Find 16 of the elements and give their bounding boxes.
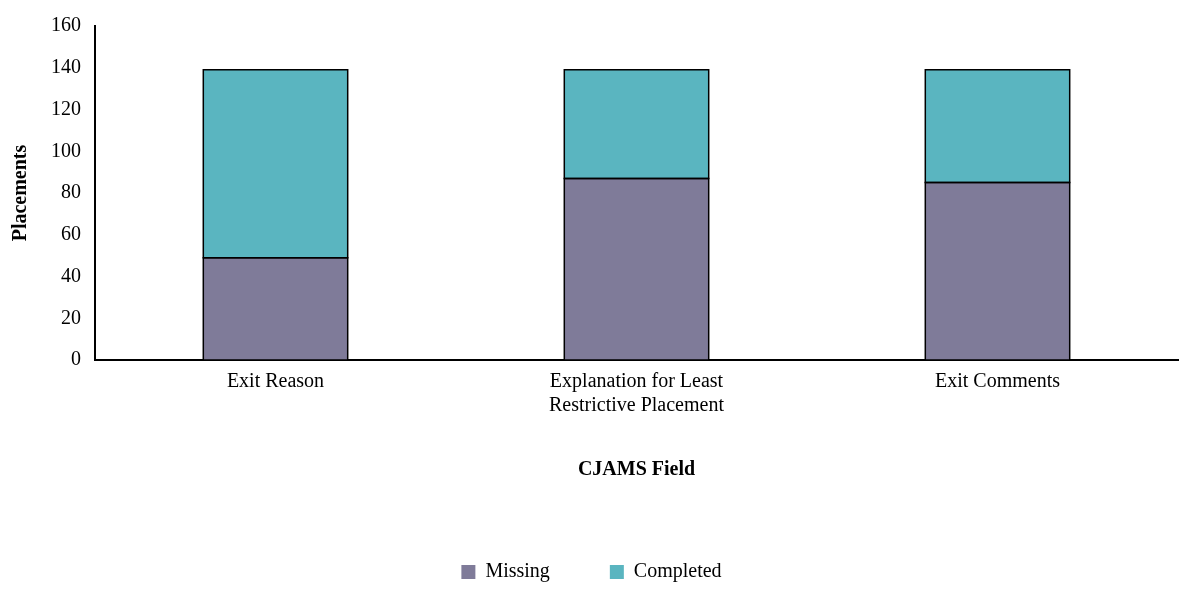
legend-label: Completed <box>633 559 722 583</box>
x-tick-label: Exit Comments <box>935 369 1061 392</box>
y-tick-label: 60 <box>61 222 81 244</box>
y-tick-label: 0 <box>71 347 81 370</box>
y-tick-label: 140 <box>51 55 81 77</box>
x-tick-label: Exit Reason <box>226 369 325 392</box>
y-tick-label: 20 <box>61 305 81 328</box>
legend-label: Missing <box>485 559 550 583</box>
x-tick-label: Explanation for Least Restrictive Placement <box>549 369 725 416</box>
y-tick-label: 120 <box>51 96 81 119</box>
y-axis-title: Placements <box>8 144 31 242</box>
x-axis-title: CJAMS Field <box>577 457 696 480</box>
y-tick-label: 160 <box>51 13 81 36</box>
y-tick-label: 40 <box>61 263 81 286</box>
y-tick-label: 100 <box>51 138 81 161</box>
y-tick-label: 80 <box>61 180 81 203</box>
